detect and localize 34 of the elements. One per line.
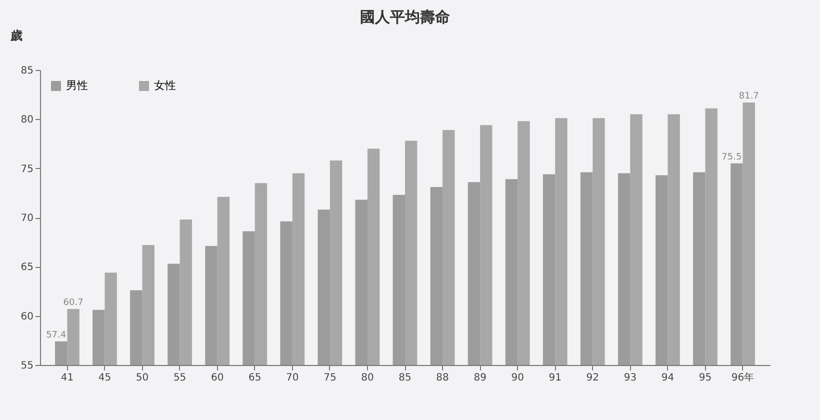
x-tick-label: 55 <box>173 372 186 384</box>
y-tick-label: 60 <box>20 311 34 322</box>
x-tick-label: 89 <box>474 372 486 384</box>
x-tick-label: 85 <box>398 372 412 384</box>
legend-label: 女性 <box>154 79 176 92</box>
y-tick-label: 85 <box>20 66 34 76</box>
x-tick-label: 75 <box>324 372 336 384</box>
x-tick-label: 41 <box>60 372 74 384</box>
x-tick-label: 96年 <box>731 372 754 384</box>
legend-label: 男性 <box>66 79 88 92</box>
x-tick-label: 93 <box>624 372 637 384</box>
chart-title: 國人平均壽命 <box>360 8 451 26</box>
y-axis-title: 歲 <box>10 28 22 42</box>
x-tick-label: 91 <box>548 372 562 384</box>
x-tick-label: 94 <box>661 372 674 384</box>
data-label: 57.4 <box>46 330 66 340</box>
data-label: 75.5 <box>722 152 742 162</box>
data-label: 81.7 <box>738 91 759 102</box>
x-tick-label: 95 <box>698 372 712 384</box>
y-tick-label: 70 <box>20 213 34 224</box>
x-tick-label: 50 <box>136 372 149 384</box>
y-tick-label: 75 <box>20 164 34 175</box>
x-tick-label: 88 <box>436 372 449 384</box>
y-tick-label: 55 <box>20 360 34 372</box>
x-tick-label: 92 <box>586 372 600 384</box>
x-tick-label: 70 <box>286 372 299 384</box>
x-tick-label: 60 <box>210 372 224 384</box>
y-tick-label: 80 <box>20 114 34 126</box>
data-label: 60.7 <box>63 298 84 308</box>
y-tick-label: 65 <box>20 262 34 274</box>
x-tick-label: 80 <box>361 372 374 384</box>
x-tick-label: 90 <box>511 372 524 384</box>
x-tick-label: 65 <box>248 372 262 384</box>
x-tick-label: 45 <box>98 372 112 384</box>
